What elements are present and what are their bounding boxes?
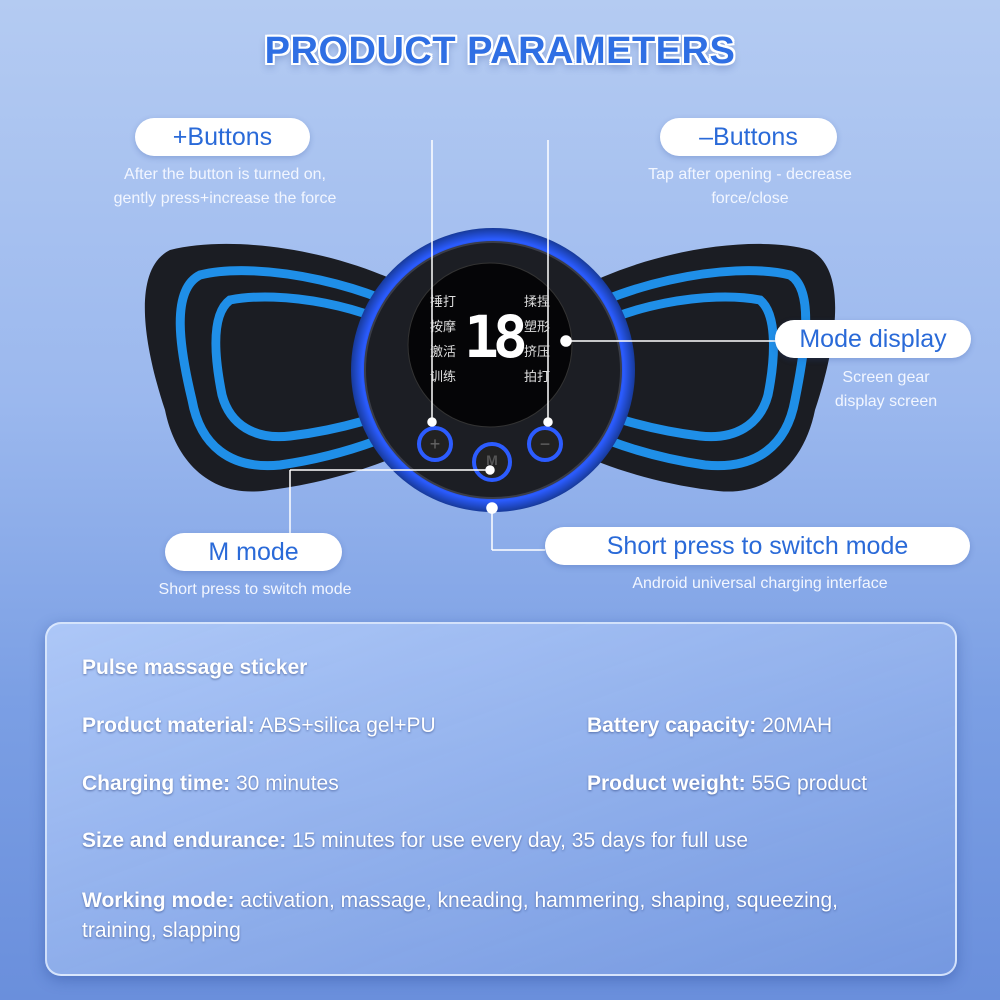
mode-display-desc: Screen gear display screen	[786, 366, 986, 414]
spec-size: Size and endurance: 15 minutes for use e…	[82, 829, 748, 853]
spec-value: activation, massage, kneading, hammering…	[234, 889, 838, 912]
spec-weight: Product weight: 55G product	[587, 772, 867, 796]
spec-label: Product weight:	[587, 772, 746, 795]
m-button-label: M	[486, 452, 498, 468]
mode-label: 激活	[430, 345, 457, 360]
plus-buttons-label: +Buttons	[135, 118, 310, 156]
mode-label: 揉捏	[523, 295, 550, 310]
minus-button	[527, 426, 563, 462]
plus-button	[417, 426, 453, 462]
svg-text:−: −	[540, 434, 551, 454]
mode-display-label: Mode display	[775, 320, 971, 358]
spec-heading: Pulse massage sticker	[82, 656, 308, 679]
desc-line: Screen gear	[842, 369, 930, 386]
spec-value: 20MAH	[756, 714, 833, 737]
mode-label: 按摩	[430, 320, 457, 335]
spec-card: Pulse massage sticker Product material: …	[45, 622, 957, 976]
desc-line: gently press+increase the force	[113, 190, 337, 207]
spec-value: 55G product	[745, 772, 868, 795]
mode-label: 塑形	[523, 320, 550, 335]
lcd-content: 捶打 按摩 激活 训练 揉捏 塑形 挤压 拍打 18	[430, 290, 550, 390]
spec-label: Working mode:	[82, 889, 235, 912]
minus-buttons-desc: Tap after opening - decrease force/close	[600, 163, 900, 211]
desc-line: After the button is turned on,	[124, 166, 326, 183]
spec-label: Size and endurance:	[82, 829, 287, 852]
spec-label: Charging time:	[82, 772, 231, 795]
mode-label: 训练	[430, 370, 457, 385]
spec-label: Product material:	[82, 714, 255, 737]
minus-buttons-label: –Buttons	[660, 118, 837, 156]
desc-line: Tap after opening - decrease	[648, 166, 852, 183]
plus-buttons-desc: After the button is turned on, gently pr…	[70, 163, 380, 211]
spec-charging: Charging time: 30 minutes	[82, 772, 339, 796]
m-mode-label: M mode	[165, 533, 342, 571]
charging-port-desc: Android universal charging interface	[632, 575, 888, 592]
spec-value: training, slapping	[82, 919, 241, 942]
spec-value: 15 minutes for use every day, 35 days fo…	[286, 829, 749, 852]
spec-value: ABS+silica gel+PU	[254, 714, 436, 737]
mode-label: 拍打	[523, 370, 550, 385]
mode-label: 捶打	[430, 295, 457, 310]
spec-battery: Battery capacity: 20MAH	[587, 714, 832, 738]
m-mode-desc: Short press to switch mode	[158, 581, 352, 598]
svg-text:+: +	[430, 434, 441, 454]
charging-port-label: Short press to switch mode	[545, 527, 970, 565]
spec-working: Working mode: activation, massage, knead…	[82, 886, 838, 946]
lcd-screen	[407, 262, 573, 428]
desc-line: force/close	[711, 190, 789, 207]
m-button	[472, 442, 512, 482]
spec-material: Product material: ABS+silica gel+PU	[82, 714, 436, 738]
mode-label: 挤压	[523, 345, 550, 360]
spec-label: Battery capacity:	[587, 714, 757, 737]
gear-digit-display: 18	[464, 303, 528, 371]
desc-line: display screen	[834, 393, 938, 410]
page-title: PRODUCT PARAMETERS	[264, 30, 736, 72]
spec-value: 30 minutes	[230, 772, 339, 795]
